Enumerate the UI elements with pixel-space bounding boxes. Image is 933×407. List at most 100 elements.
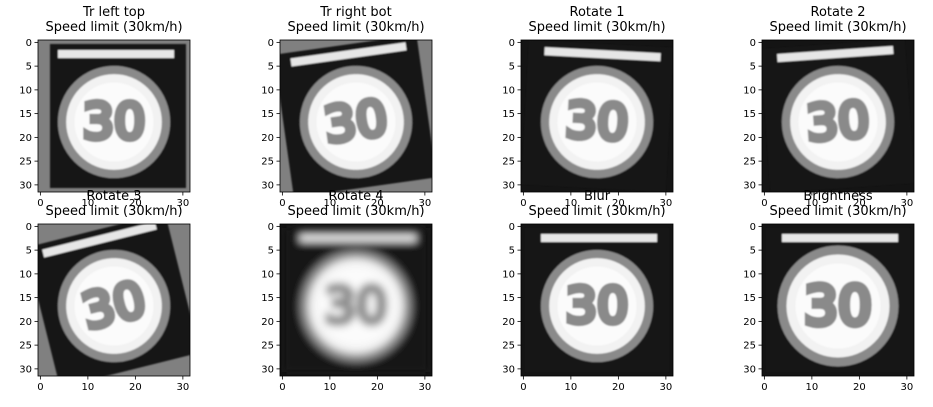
y-tick-label: 10 — [261, 85, 274, 96]
sign-top-strip — [290, 42, 407, 67]
y-tick-label: 15 — [19, 293, 32, 304]
sign-top-strip — [300, 234, 416, 242]
sign-top-strip — [544, 47, 661, 62]
sign-number: 30 — [805, 91, 872, 153]
sign-image: 30 — [521, 40, 673, 192]
y-tick-label: 20 — [502, 317, 515, 328]
panel-class-label: Speed limit (30km/h) — [287, 204, 424, 219]
sign-image: 30 — [38, 224, 190, 376]
sign-number: 30 — [566, 277, 629, 335]
y-tick-label: 20 — [743, 317, 756, 328]
x-tick-label: 30 — [660, 382, 673, 393]
panel-class-label: Speed limit (30km/h) — [528, 20, 665, 35]
panel-class-label: Speed limit (30km/h) — [528, 204, 665, 219]
panel-title: Brightness — [803, 189, 872, 204]
y-tick-label: 0 — [26, 222, 32, 233]
y-tick-label: 15 — [743, 293, 756, 304]
x-tick-label: 20 — [129, 198, 142, 209]
x-tick-label: 10 — [565, 382, 578, 393]
sign-face — [74, 82, 154, 162]
y-tick-label: 10 — [502, 269, 515, 280]
sign-image: 30 — [38, 40, 190, 192]
sign-top-strip — [541, 234, 657, 242]
y-tick-label: 0 — [509, 222, 515, 233]
panel-class-label: Speed limit (30km/h) — [45, 204, 182, 219]
x-tick-label: 10 — [82, 198, 95, 209]
y-tick-label: 20 — [19, 133, 32, 144]
axes-frame — [520, 223, 674, 377]
x-tick-label: 20 — [371, 382, 384, 393]
y-tick-label: 5 — [750, 62, 756, 73]
y-tick-label: 0 — [268, 38, 274, 49]
x-tick-label: 20 — [371, 198, 384, 209]
axes-frame — [37, 39, 191, 193]
y-tick-label: 10 — [19, 85, 32, 96]
y-tick-label: 15 — [743, 109, 756, 120]
x-tick-label: 30 — [901, 382, 914, 393]
x-tick-label: 10 — [565, 198, 578, 209]
y-tick-label: 20 — [261, 317, 274, 328]
y-tick-label: 25 — [502, 157, 515, 168]
x-tick-label: 30 — [419, 198, 432, 209]
y-tick-label: 25 — [261, 157, 274, 168]
y-tick-label: 25 — [19, 341, 32, 352]
sign-top-strip — [782, 234, 898, 242]
y-tick-label: 0 — [509, 38, 515, 49]
x-tick-label: 20 — [129, 382, 142, 393]
sign-image: 30 — [280, 224, 432, 376]
y-tick-label: 30 — [502, 180, 515, 191]
y-tick-label: 10 — [19, 269, 32, 280]
y-tick-label: 15 — [502, 109, 515, 120]
panel-class-label: Speed limit (30km/h) — [769, 204, 906, 219]
y-tick-label: 20 — [261, 133, 274, 144]
x-tick-label: 0 — [279, 382, 285, 393]
axes-frame — [761, 223, 915, 377]
y-tick-label: 5 — [268, 62, 274, 73]
y-tick-label: 10 — [743, 269, 756, 280]
y-tick-label: 0 — [750, 222, 756, 233]
y-tick-label: 25 — [19, 157, 32, 168]
panel-title: Rotate 2 — [811, 5, 866, 20]
sign-face — [557, 82, 637, 162]
y-tick-label: 15 — [19, 109, 32, 120]
x-tick-label: 20 — [853, 382, 866, 393]
y-tick-label: 30 — [261, 364, 274, 375]
x-tick-label: 0 — [761, 382, 767, 393]
y-tick-label: 30 — [502, 364, 515, 375]
x-tick-label: 0 — [37, 198, 43, 209]
sign-image: 30 — [762, 224, 914, 376]
x-tick-label: 30 — [177, 198, 190, 209]
y-tick-label: 0 — [268, 222, 274, 233]
sign-number: 30 — [804, 275, 872, 337]
sign-image: 30 — [762, 40, 914, 192]
y-tick-label: 25 — [502, 341, 515, 352]
y-tick-label: 25 — [743, 157, 756, 168]
x-tick-label: 10 — [324, 382, 337, 393]
sign-number: 30 — [325, 277, 388, 335]
sign-top-strip — [58, 50, 174, 58]
y-tick-label: 20 — [19, 317, 32, 328]
y-tick-label: 20 — [743, 133, 756, 144]
x-tick-label: 0 — [520, 382, 526, 393]
y-tick-label: 30 — [743, 180, 756, 191]
x-tick-label: 0 — [37, 382, 43, 393]
x-tick-label: 10 — [324, 198, 337, 209]
x-tick-label: 20 — [612, 382, 625, 393]
y-tick-label: 30 — [19, 364, 32, 375]
x-tick-label: 10 — [806, 198, 819, 209]
sign-face — [316, 266, 396, 346]
y-tick-label: 30 — [19, 180, 32, 191]
axes-frame — [761, 39, 915, 193]
axes-frame — [279, 39, 433, 193]
y-tick-label: 15 — [261, 293, 274, 304]
y-tick-label: 15 — [502, 293, 515, 304]
y-tick-label: 5 — [750, 246, 756, 257]
axes-frame — [520, 39, 674, 193]
y-tick-label: 0 — [750, 38, 756, 49]
panel-class-label: Speed limit (30km/h) — [45, 20, 182, 35]
sign-face — [798, 82, 878, 162]
y-tick-label: 5 — [509, 62, 515, 73]
